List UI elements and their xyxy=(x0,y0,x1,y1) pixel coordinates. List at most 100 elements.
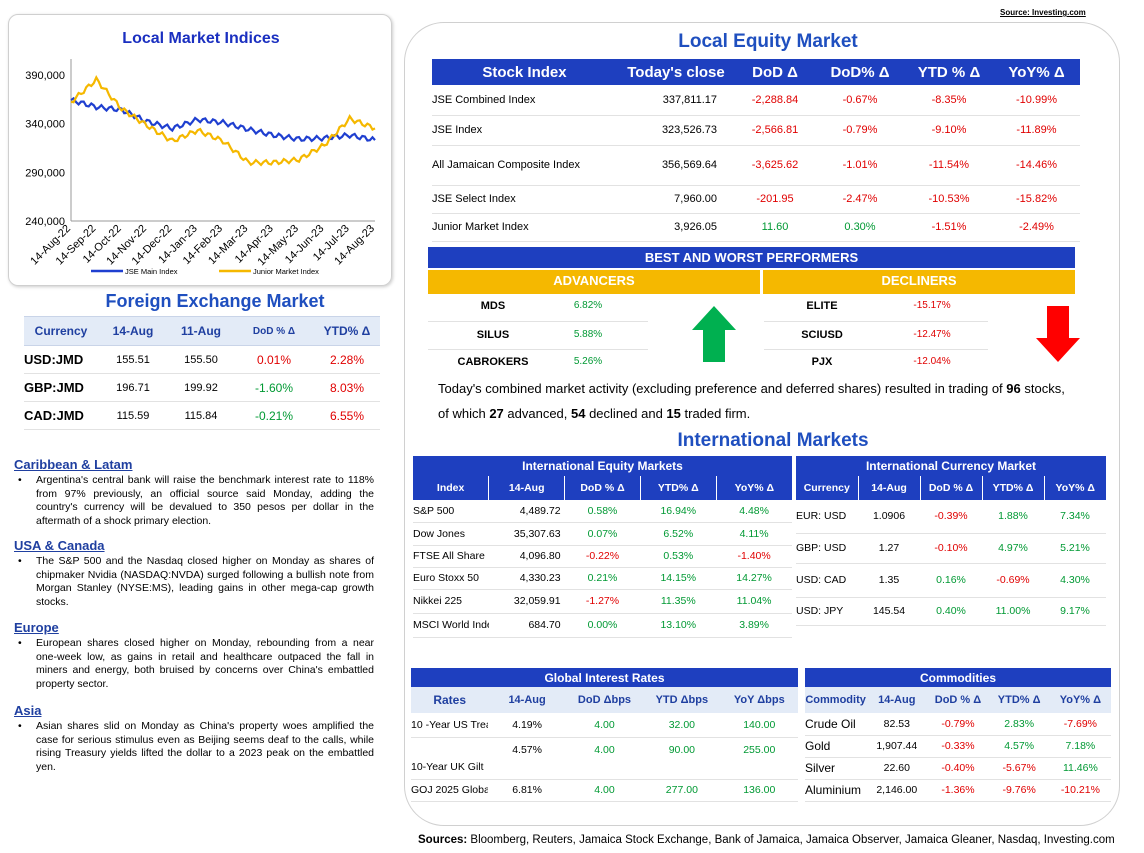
news-heading: Caribbean & Latam xyxy=(14,457,133,472)
news-heading: USA & Canada xyxy=(14,538,105,553)
intl-fx-table: International Currency Market Currency 1… xyxy=(796,456,1106,626)
equity-title: Local Equity Market xyxy=(678,31,858,52)
news-item: • The S&P 500 and the Nasdaq closed highe… xyxy=(18,555,374,608)
equity-table: Stock Index Today's close DoD Δ DoD% Δ Y… xyxy=(432,59,1080,242)
intl-fx-header: YTD% Δ xyxy=(982,476,1045,500)
equity-cell: -2.49% xyxy=(993,213,1080,242)
news-item: • Asian shares slid on Monday as China's … xyxy=(18,720,374,773)
commodities-header: YoY% Δ xyxy=(1059,694,1102,706)
rates-cell: 90.00 xyxy=(643,737,721,780)
advancer-symbol: SILUS xyxy=(476,329,510,341)
news-item: • Argentina's central bank will raise the… xyxy=(18,474,374,527)
intl-fx-cell: GBP: USD xyxy=(796,533,858,564)
fx-header: Currency xyxy=(34,324,88,338)
equity-cell: -2.47% xyxy=(815,185,905,214)
intl-fx-cell: 9.17% xyxy=(1044,597,1106,626)
equity-cell: -11.89% xyxy=(993,115,1080,146)
rates-cell: 136.00 xyxy=(720,779,798,802)
y-tick-label: 340,000 xyxy=(25,119,65,131)
equity-header: DoD% Δ xyxy=(815,59,905,85)
intl-equity-cell: 4,489.72 xyxy=(488,500,565,523)
rates-row: 10 -Year US Treasury Bond 4.19% 4.00 32.… xyxy=(411,713,798,738)
advancers-list: MDS 6.82% SILUS 5.88% CABROKERS 5.26% xyxy=(428,296,648,374)
commodities-header: 14-Aug xyxy=(878,694,916,706)
fx-row: GBP:JMD 196.71 199.92 -1.60% 8.03% xyxy=(24,373,380,402)
commodities-title: Commodities xyxy=(805,668,1111,687)
equity-cell: -0.79% xyxy=(815,115,905,146)
equity-cell: -10.99% xyxy=(993,85,1080,116)
commodities-cell: 22.60 xyxy=(866,757,928,780)
rates-cell: 4.00 xyxy=(565,779,644,802)
summary-text: advanced, xyxy=(503,406,571,421)
equity-cell: 337,811.17 xyxy=(617,85,735,116)
commodities-row: Silver 22.60 -0.40% -5.67% 11.46% xyxy=(805,757,1111,780)
intl-equity-row: Dow Jones 35,307.63 0.07% 6.52% 4.11% xyxy=(413,522,792,546)
advancer-row: CABROKERS 5.26% xyxy=(428,350,648,374)
equity-cell: All Jamaican Composite Index xyxy=(432,145,617,186)
summary-text: Today's combined market activity (exclud… xyxy=(438,381,1007,396)
equity-cell: 7,960.00 xyxy=(617,185,735,214)
rates-cell: 277.00 xyxy=(643,779,721,802)
intl-fx-header: 14-Aug xyxy=(858,476,921,500)
fx-cell: 6.55% xyxy=(314,401,380,430)
fx-title: Foreign Exchange Market xyxy=(105,291,325,311)
fx-cell: 196.71 xyxy=(98,373,168,402)
intl-fx-cell: -0.69% xyxy=(982,563,1044,598)
right-frame xyxy=(404,22,1120,826)
rates-row: 10-Year UK Gilt 4.57% 4.00 90.00 255.00 xyxy=(411,737,798,780)
commodities-cell: 82.53 xyxy=(866,713,928,736)
intl-equity-cell: Dow Jones xyxy=(413,522,489,546)
intl-equity-cell: FTSE All Share xyxy=(413,545,489,568)
commodities-cell: 1,907.44 xyxy=(866,735,928,758)
intl-fx-row: USD: CAD 1.35 0.16% -0.69% 4.30% xyxy=(796,563,1106,598)
rates-cell: 4.00 xyxy=(565,713,644,738)
y-tick-label: 390,000 xyxy=(25,70,65,82)
equity-cell: Junior Market Index xyxy=(432,213,617,242)
commodities-cell: -5.67% xyxy=(988,757,1050,780)
equity-cell: -1.51% xyxy=(905,213,993,242)
summary-text: declined and xyxy=(585,406,667,421)
fx-row: CAD:JMD 115.59 115.84 -0.21% 6.55% xyxy=(24,401,380,430)
sources-text: Bloomberg, Reuters, Jamaica Stock Exchan… xyxy=(467,834,1115,846)
intl-equity-header: Index xyxy=(413,476,490,500)
fx-cell: 2.28% xyxy=(314,345,380,374)
news-panel: Caribbean & Latam • Argentina's central b… xyxy=(14,457,380,774)
intl-equity-cell: 14.27% xyxy=(716,567,792,590)
news-text: European shares closed higher on Monday,… xyxy=(36,637,374,690)
legend-label: Junior Market Index xyxy=(253,267,319,276)
intl-equity-cell: 16.94% xyxy=(640,500,717,523)
fx-cell: USD:JMD xyxy=(24,345,98,374)
intl-equity-cell: 4,096.80 xyxy=(488,545,565,568)
commodities-cell: 11.46% xyxy=(1049,757,1111,780)
rates-cell: 4.57% xyxy=(488,737,566,780)
intl-fx-cell: 1.35 xyxy=(858,563,920,598)
rates-cell: 32.00 xyxy=(643,713,721,738)
commodities-cell: -1.36% xyxy=(927,779,989,802)
equity-header: YoY% Δ xyxy=(993,59,1080,85)
y-tick-label: 290,000 xyxy=(25,167,65,179)
rates-row: GOJ 2025 Global Bond 6.81% 4.00 277.00 1… xyxy=(411,779,798,802)
fx-header: YTD% Δ xyxy=(323,324,371,338)
decliner-row: ELITE -15.17% xyxy=(764,296,988,322)
intl-equity-cell: 0.53% xyxy=(640,545,717,568)
decliner-symbol: ELITE xyxy=(806,300,838,312)
rates-cell: 4.19% xyxy=(488,713,566,738)
intl-fx-cell: 1.0906 xyxy=(858,500,920,534)
intl-equity-cell: 6.52% xyxy=(640,522,717,546)
equity-row: JSE Combined Index 337,811.17 -2,288.84 … xyxy=(432,85,1080,116)
intl-fx-cell: 0.16% xyxy=(920,563,982,598)
equity-cell: -201.95 xyxy=(735,185,815,214)
intl-fx-header: DoD % Δ xyxy=(920,476,983,500)
rates-cell: 6.81% xyxy=(488,779,566,802)
rates-header: 14-Aug xyxy=(508,694,546,706)
commodities-cell: -10.21% xyxy=(1049,779,1111,802)
advancer-change: 5.26% xyxy=(573,356,603,367)
intl-equity-header: YTD% Δ xyxy=(640,476,717,500)
series-line-junior xyxy=(70,74,376,167)
intl-equity-cell: S&P 500 xyxy=(413,500,489,523)
advancers-header: ADVANCERS xyxy=(428,270,760,294)
equity-cell: JSE Index xyxy=(432,115,617,146)
fx-cell: 115.59 xyxy=(98,401,168,430)
intl-fx-cell: 7.34% xyxy=(1044,500,1106,534)
intl-equity-cell: 13.10% xyxy=(640,613,717,638)
